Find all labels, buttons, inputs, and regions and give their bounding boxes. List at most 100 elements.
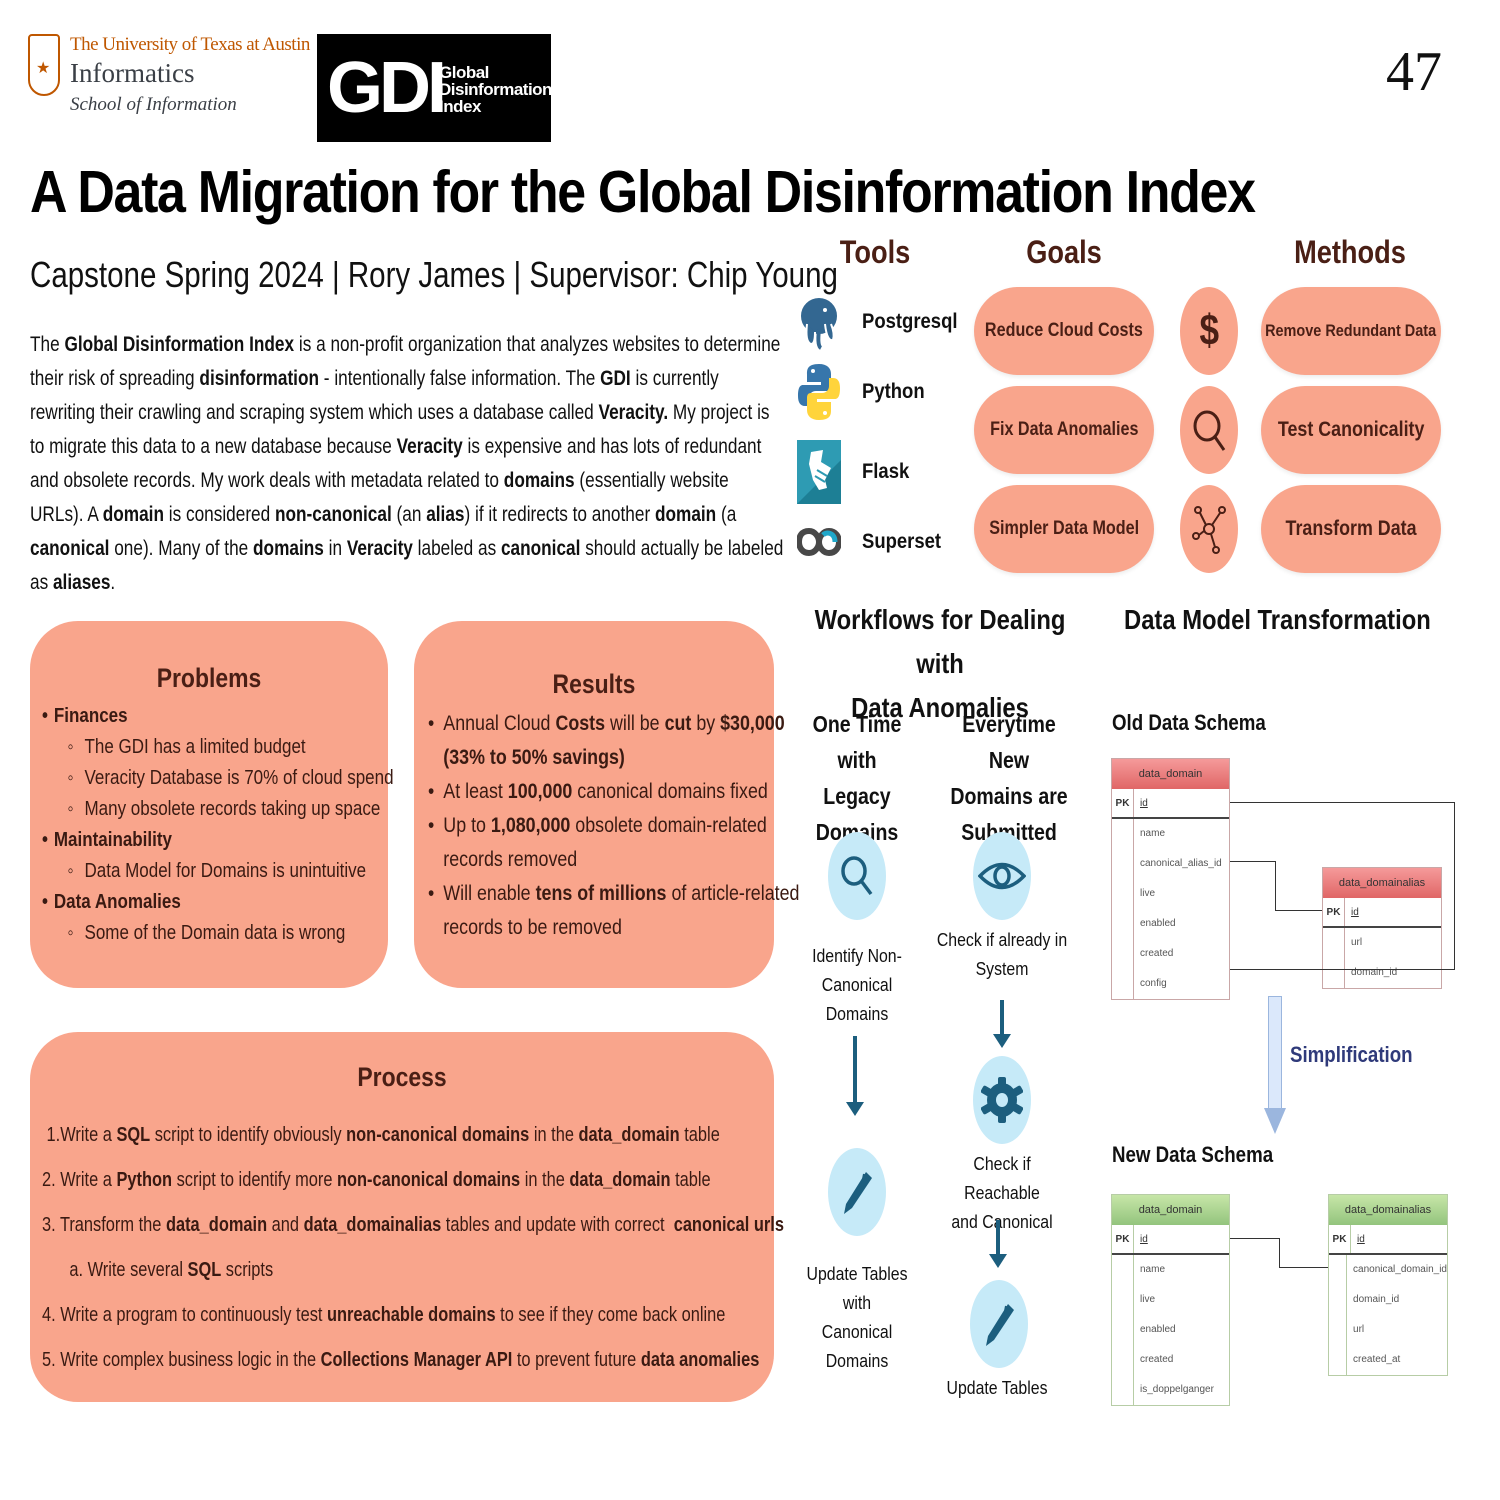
step-label-line: Update Tables with (806, 1264, 908, 1313)
bold-term: $30,000 (33% to 50% savings) (443, 712, 785, 769)
bold-term: Global Disinformation Index (64, 333, 295, 356)
text-run: in (323, 537, 347, 560)
bold-term: Veracity (346, 537, 413, 560)
step-label-line: System (975, 959, 1029, 979)
bold-term: Collections Manager API (320, 1349, 513, 1371)
arrow-down-icon (993, 1000, 1011, 1048)
ut-informatics-logo: The University of Texas at Austin Inform… (28, 32, 310, 127)
step-label-line: and Canonical (951, 1212, 1053, 1232)
result-item: Up to 1,080,000 obsolete domain-related … (428, 809, 802, 877)
eye-icon (973, 832, 1031, 920)
step-label-line: Identify Non- (812, 946, 902, 966)
ut-logo-university: The University of Texas at Austin (70, 34, 310, 55)
problem-group: Data Anomalies (42, 887, 394, 918)
gdi-logo-line: Disinformation (439, 80, 552, 99)
text-run: in the (529, 1124, 579, 1146)
bold-term: aliases (52, 571, 111, 594)
gdi-logo-line: Index (439, 97, 481, 116)
bold-term: Costs (555, 712, 606, 735)
network-hub-icon (1180, 485, 1238, 573)
table-field: domain_id (1351, 967, 1398, 978)
table-field: created (1140, 1354, 1174, 1365)
table-field: created_at (1353, 1354, 1401, 1365)
goal-reduce-cloud-costs: Reduce Cloud Costs (974, 287, 1154, 375)
text-run: to see if they come back online (495, 1304, 726, 1326)
goal-fix-data-anomalies: Fix Data Anomalies (974, 386, 1154, 474)
magnifier-icon (1180, 386, 1238, 474)
problems-list: Finances The GDI has a limited budget Ve… (42, 701, 394, 949)
pk-label: PK (1112, 1225, 1134, 1253)
workflow-heading-line: One Time with (812, 711, 902, 773)
magnifier-icon (828, 832, 886, 920)
result-item: Annual Cloud Costs will be cut by $30,00… (428, 707, 802, 775)
poster-number: 47 (1386, 41, 1442, 103)
table-field: canonical_alias_id (1140, 858, 1222, 869)
table-field: name (1140, 1264, 1166, 1275)
python-icon (796, 364, 842, 420)
text-run: My project is to migrate this data to a … (30, 401, 770, 458)
bold-term: alias (426, 503, 465, 526)
bold-term: 100,000 (507, 780, 573, 803)
text-run: tables and update with correct (441, 1214, 674, 1236)
bold-term: 1,080,000 (490, 814, 571, 837)
goal-label: Fix Data Anomalies (989, 419, 1139, 440)
text-run: 5. Write complex business logic in the (42, 1349, 321, 1371)
text-run: table (679, 1124, 720, 1146)
goal-label: Reduce Cloud Costs (985, 320, 1143, 341)
workflow-right-heading: Everytime New Domains are Submitted (934, 706, 1084, 850)
process-card: Process 1.Write a SQL script to identify… (30, 1032, 784, 1402)
text-run: At least (443, 780, 508, 803)
old-data-domain-table: data_domain PK id name canonical_alias_id… (1111, 758, 1230, 1000)
pk-label: PK (1329, 1225, 1351, 1253)
bold-term: tens of millions (535, 882, 667, 905)
table-field: name (1140, 828, 1166, 839)
relation-line (1230, 802, 1455, 970)
bold-term: canonical (30, 537, 110, 560)
problem-item: The GDI has a limited budget (42, 732, 394, 763)
bold-term: domains (503, 469, 575, 492)
ut-logo-informatics: Informatics (70, 58, 195, 88)
pk-field: id (1140, 1233, 1148, 1245)
text-run: (an (391, 503, 427, 526)
table-pk-row: PK id (1323, 898, 1441, 928)
tool-label: Superset (862, 530, 942, 553)
bold-term: Veracity (396, 435, 463, 458)
text-run: is a non-profit organization that analyz… (30, 333, 781, 390)
bold-term: disinformation (199, 367, 320, 390)
new-schema-title: New Data Schema (1112, 1142, 1274, 1167)
bold-term: SQL (187, 1259, 222, 1281)
ut-logo-school: School of Information (70, 94, 237, 115)
simplification-arrow-icon (1268, 996, 1282, 1111)
text-run: is considered (163, 503, 276, 526)
bold-term: unreachable domains (327, 1304, 496, 1326)
arrow-down-icon (846, 1036, 864, 1116)
method-label: Transform Data (1285, 517, 1417, 540)
bold-term: data anomalies (640, 1349, 760, 1371)
bold-term: non-canonical domains (346, 1124, 530, 1146)
superset-infinity-icon (796, 514, 842, 570)
table-name: data_domainalias (1329, 1195, 1447, 1225)
pk-field: id (1140, 797, 1148, 809)
workflows-title: Workflows for Dealing with Data Anomalie… (790, 598, 1090, 730)
new-data-domain-table: data_domain PK id name live enabled creat… (1111, 1194, 1230, 1406)
text-run: 2. Write a (42, 1169, 117, 1191)
text-run: - intentionally false information. The (319, 367, 601, 390)
text-run: labeled as (412, 537, 501, 560)
pen-icon (970, 1280, 1028, 1368)
process-step: 1.Write a SQL script to identify obvious… (42, 1120, 784, 1165)
table-field: enabled (1140, 918, 1176, 929)
bold-term: canonical (500, 537, 581, 560)
arrow-down-icon (989, 1220, 1007, 1268)
table-pk-row: PK id (1112, 789, 1229, 819)
method-label: Remove Redundant Data (1265, 321, 1437, 340)
page-title: A Data Migration for the Global Disinfor… (30, 159, 1256, 225)
problem-group: Finances (42, 701, 394, 732)
text-run: (a (716, 503, 737, 526)
relation-line (1280, 1267, 1328, 1268)
table-field: live (1140, 888, 1156, 899)
bold-term: domain (102, 503, 164, 526)
process-title: Process (357, 1062, 447, 1092)
tool-label: Python (862, 380, 925, 403)
process-steps: 1.Write a SQL script to identify obvious… (42, 1120, 784, 1390)
text-run: Annual Cloud (443, 712, 556, 735)
